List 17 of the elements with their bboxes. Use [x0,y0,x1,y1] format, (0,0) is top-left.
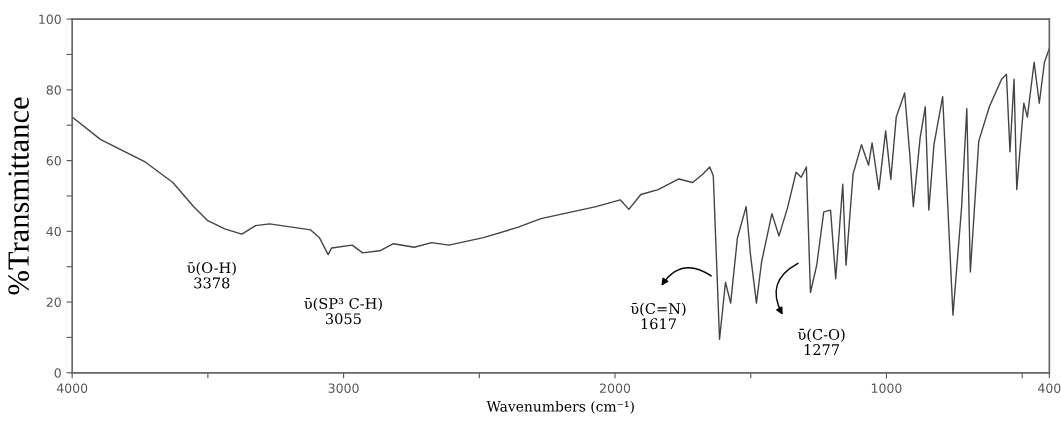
x-axis-title: Wavenumbers (cm⁻¹) [486,400,634,414]
annotation: ῡ(SP³ C-H) 3055 [304,297,382,325]
y-tick-label: 40 [46,226,61,237]
y-tick-label: 0 [54,368,61,378]
x-tick-label: 3000 [328,383,359,393]
x-tick-label: 1000 [871,383,902,393]
y-tick-label: 100 [39,14,61,25]
annotation: ῡ(C=N) 1617 [630,302,686,330]
y-tick-label: 60 [46,156,61,166]
y-tick-label: 80 [46,85,61,95]
annotation: ῡ(O-H) 3378 [187,261,236,289]
annotation: ῡ(C-O) 1277 [797,328,845,355]
x-tick-label: 2000 [600,383,631,393]
x-tick-label: 400 [1038,383,1061,393]
y-axis-title: %Transmittance [8,97,29,295]
y-tick-label: 20 [46,297,61,307]
x-tick-label: 4000 [56,383,88,393]
